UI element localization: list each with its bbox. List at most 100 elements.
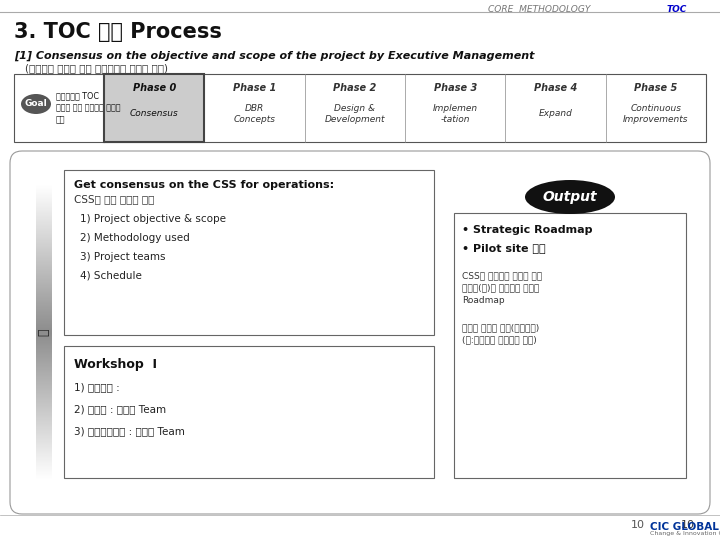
Bar xyxy=(36,279,52,280)
Bar xyxy=(36,259,52,260)
Bar xyxy=(36,294,52,295)
Bar xyxy=(36,386,52,387)
Bar xyxy=(36,227,52,228)
Text: Phase 0: Phase 0 xyxy=(132,83,176,93)
Bar xyxy=(36,405,52,406)
Bar xyxy=(36,243,52,244)
Text: Workshop  I: Workshop I xyxy=(74,358,157,371)
Bar xyxy=(36,344,52,345)
Bar xyxy=(36,404,52,405)
Bar xyxy=(36,460,52,461)
Text: 2) 참석자 : 경영진 Team: 2) 참석자 : 경영진 Team xyxy=(74,404,166,414)
Bar xyxy=(36,304,52,305)
Bar xyxy=(36,406,52,407)
Bar xyxy=(36,283,52,284)
Bar xyxy=(36,433,52,434)
Bar xyxy=(36,266,52,267)
Bar xyxy=(36,270,52,271)
Bar xyxy=(36,418,52,419)
Bar xyxy=(36,251,52,252)
Bar xyxy=(36,292,52,293)
Bar xyxy=(36,284,52,285)
Bar xyxy=(36,426,52,427)
Bar xyxy=(36,288,52,289)
Bar xyxy=(36,350,52,351)
Bar xyxy=(36,313,52,314)
Bar xyxy=(36,238,52,239)
Bar xyxy=(36,200,52,201)
Bar xyxy=(36,427,52,428)
Bar xyxy=(36,413,52,414)
Bar xyxy=(36,202,52,203)
Bar xyxy=(36,201,52,202)
Bar xyxy=(36,242,52,243)
Bar xyxy=(36,377,52,378)
Bar xyxy=(36,365,52,366)
Bar xyxy=(36,192,52,193)
Text: Continuous
Improvements: Continuous Improvements xyxy=(623,104,688,124)
Bar xyxy=(36,229,52,230)
Text: (프로젝트 목표에 대한 경영진과의 공감대 형성): (프로젝트 목표에 대한 경영진과의 공감대 형성) xyxy=(25,63,168,73)
Bar xyxy=(36,222,52,223)
Bar xyxy=(36,224,52,225)
Bar xyxy=(36,474,52,475)
Text: • Pilot site 발견: • Pilot site 발견 xyxy=(462,243,546,253)
Bar xyxy=(36,445,52,446)
Text: Consensus: Consensus xyxy=(130,110,179,118)
Bar xyxy=(36,221,52,222)
Text: Implemen
-tation: Implemen -tation xyxy=(433,104,478,124)
Bar xyxy=(36,303,52,304)
Bar xyxy=(36,469,52,470)
Text: 4) Schedule: 4) Schedule xyxy=(80,271,142,281)
Bar xyxy=(36,323,52,324)
Text: 1) 소요기간 :: 1) 소요기간 : xyxy=(74,382,120,392)
Bar xyxy=(36,458,52,459)
Bar xyxy=(36,187,52,188)
Bar xyxy=(36,373,52,374)
Bar xyxy=(36,462,52,463)
Bar xyxy=(36,452,52,453)
Bar xyxy=(36,380,52,381)
Bar xyxy=(36,208,52,209)
Ellipse shape xyxy=(525,180,615,214)
Bar xyxy=(36,453,52,454)
Bar xyxy=(36,450,52,451)
Bar xyxy=(36,407,52,408)
Bar xyxy=(36,424,52,425)
Bar xyxy=(36,409,52,410)
Bar xyxy=(36,359,52,360)
Bar xyxy=(36,408,52,409)
Text: • Strategic Roadmap: • Strategic Roadmap xyxy=(462,225,593,235)
Bar xyxy=(36,346,52,347)
Bar xyxy=(36,378,52,379)
Bar xyxy=(36,371,52,372)
Bar xyxy=(36,455,52,456)
Bar xyxy=(36,468,52,469)
Bar xyxy=(36,471,52,472)
Bar xyxy=(36,422,52,423)
Bar xyxy=(36,197,52,198)
Bar xyxy=(36,402,52,403)
Bar xyxy=(36,329,52,330)
Bar xyxy=(104,74,204,142)
Bar xyxy=(36,364,52,365)
Bar xyxy=(36,388,52,389)
Bar xyxy=(36,461,52,462)
Bar xyxy=(36,326,52,327)
Bar xyxy=(36,414,52,415)
Bar xyxy=(36,361,52,362)
Bar xyxy=(36,354,52,355)
Bar xyxy=(36,252,52,253)
Bar xyxy=(36,466,52,467)
Text: 2) Methodology used: 2) Methodology used xyxy=(80,233,190,243)
Bar xyxy=(36,324,52,325)
Bar xyxy=(36,436,52,437)
Bar xyxy=(36,286,52,287)
Bar xyxy=(36,394,52,395)
Text: 10: 10 xyxy=(631,520,645,530)
Bar xyxy=(36,188,52,189)
Bar xyxy=(36,316,52,317)
Bar xyxy=(36,376,52,377)
Text: Goal: Goal xyxy=(24,99,48,109)
Text: CIC GLOBAL: CIC GLOBAL xyxy=(650,522,719,532)
